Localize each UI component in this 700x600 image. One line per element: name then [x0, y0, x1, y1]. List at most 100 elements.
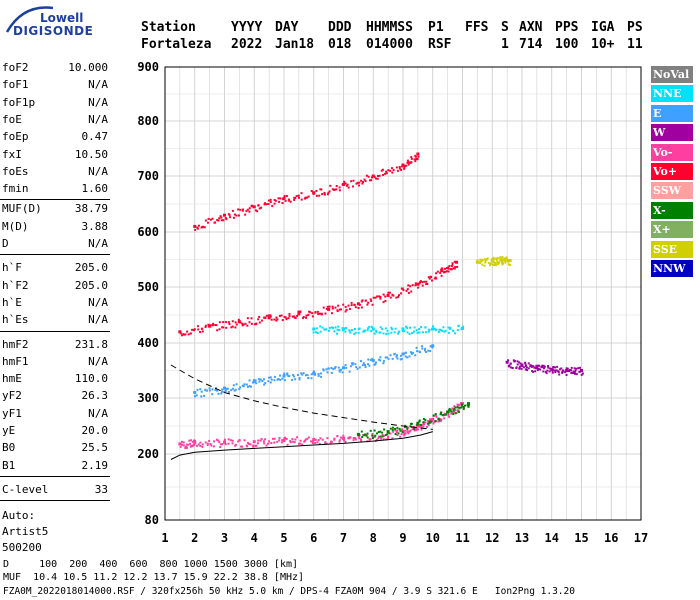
trace-mark [314, 311, 317, 314]
logo-text-digisonde: DIGISONDE [13, 24, 94, 38]
trace-mark [566, 367, 569, 370]
param-separator [0, 330, 110, 332]
trace-mark [350, 180, 353, 183]
trace-mark [461, 325, 464, 328]
trace-mark [424, 331, 427, 334]
trace-mark [334, 306, 337, 309]
trace-mark [454, 332, 457, 335]
trace-mark [353, 303, 356, 306]
trace-mark [361, 180, 364, 183]
trace-mark [291, 378, 294, 381]
trace-mark [439, 271, 442, 274]
trace-mark [500, 260, 503, 263]
trace-mark [307, 377, 310, 380]
trace-mark [551, 371, 554, 374]
header-label-s: S [501, 20, 509, 35]
trace-mark [189, 442, 192, 445]
trace-mark [337, 304, 340, 307]
trace-mark [328, 190, 331, 193]
x-tick-label: 14 [545, 531, 559, 545]
trace-mark [370, 299, 373, 302]
trace-mark [544, 370, 547, 373]
trace-mark [211, 217, 214, 220]
trace-mark [349, 436, 352, 439]
trace-mark [191, 440, 194, 443]
trace-mark [361, 364, 364, 367]
trace-mark [427, 419, 430, 422]
trace-mark [305, 314, 308, 317]
trace-mark [193, 439, 196, 442]
trace-mark [264, 316, 267, 319]
trace-mark [396, 426, 399, 429]
trace-mark [331, 305, 334, 308]
trace-mark [326, 305, 329, 308]
trace-mark [565, 367, 568, 370]
trace-mark [391, 437, 394, 440]
trace-mark [539, 368, 542, 371]
y-tick-label: 300 [137, 391, 159, 405]
trace-mark [332, 367, 335, 370]
param-value: 205.0 [74, 261, 108, 275]
trace-mark [370, 329, 373, 332]
x-tick-label: 15 [574, 531, 588, 545]
trace-mark [248, 207, 251, 210]
trace-mark [407, 291, 410, 294]
trace-mark [212, 322, 215, 325]
trace-mark [434, 413, 437, 416]
trace-mark [573, 370, 576, 373]
trace-mark [382, 434, 385, 437]
trace-mark [216, 389, 219, 392]
trace-mark [413, 158, 416, 161]
trace-mark [379, 359, 382, 362]
trace-mark [263, 383, 266, 386]
trace-mark [410, 290, 413, 293]
trace-mark [452, 267, 455, 270]
trace-mark [404, 355, 407, 358]
trace-mark [549, 367, 552, 370]
trace-point [505, 360, 509, 364]
trace-mark [396, 357, 399, 360]
trace-mark [287, 317, 290, 320]
trace-mark [406, 288, 409, 291]
trace-mark [456, 406, 459, 409]
trace-mark [375, 330, 378, 333]
trace-mark [197, 328, 200, 331]
trace-point [237, 320, 241, 324]
trace-mark [245, 383, 248, 386]
trace-mark [297, 310, 300, 313]
param-row-g2-0: MUF(D) 38.79 [2, 201, 108, 217]
trace-mark [291, 315, 294, 318]
trace-mark [409, 425, 412, 428]
trace-mark [456, 329, 459, 332]
trace-mark [219, 446, 222, 449]
param-row-g4-4: yF1 N/A [2, 406, 108, 422]
param-name: foF1 [2, 78, 29, 92]
trace-mark [538, 364, 541, 367]
trace-mark [338, 369, 341, 372]
trace-mark [216, 329, 219, 332]
trace-mark [415, 429, 418, 432]
trace-mark [396, 434, 399, 437]
trace-mark [195, 394, 198, 397]
trace-mark [424, 326, 427, 329]
trace-mark [231, 320, 234, 323]
trace-mark [306, 437, 309, 440]
x-tick-label: 13 [515, 531, 529, 545]
trace-mark [180, 334, 183, 337]
trace-mark [495, 259, 498, 262]
trace-mark [434, 420, 437, 423]
trace-mark [289, 200, 292, 203]
trace-mark [201, 443, 204, 446]
param-name: yF1 [2, 406, 22, 420]
trace-mark [373, 429, 376, 432]
trace-mark [312, 331, 315, 334]
param-value: N/A [88, 295, 108, 309]
trace-mark [248, 210, 251, 213]
trace-mark [314, 438, 317, 441]
trace-mark [410, 161, 413, 164]
trace-mark [394, 427, 397, 430]
trace-mark [434, 276, 437, 279]
trace-mark [291, 438, 294, 441]
trace-mark [387, 435, 390, 438]
trace-mark [386, 329, 389, 332]
